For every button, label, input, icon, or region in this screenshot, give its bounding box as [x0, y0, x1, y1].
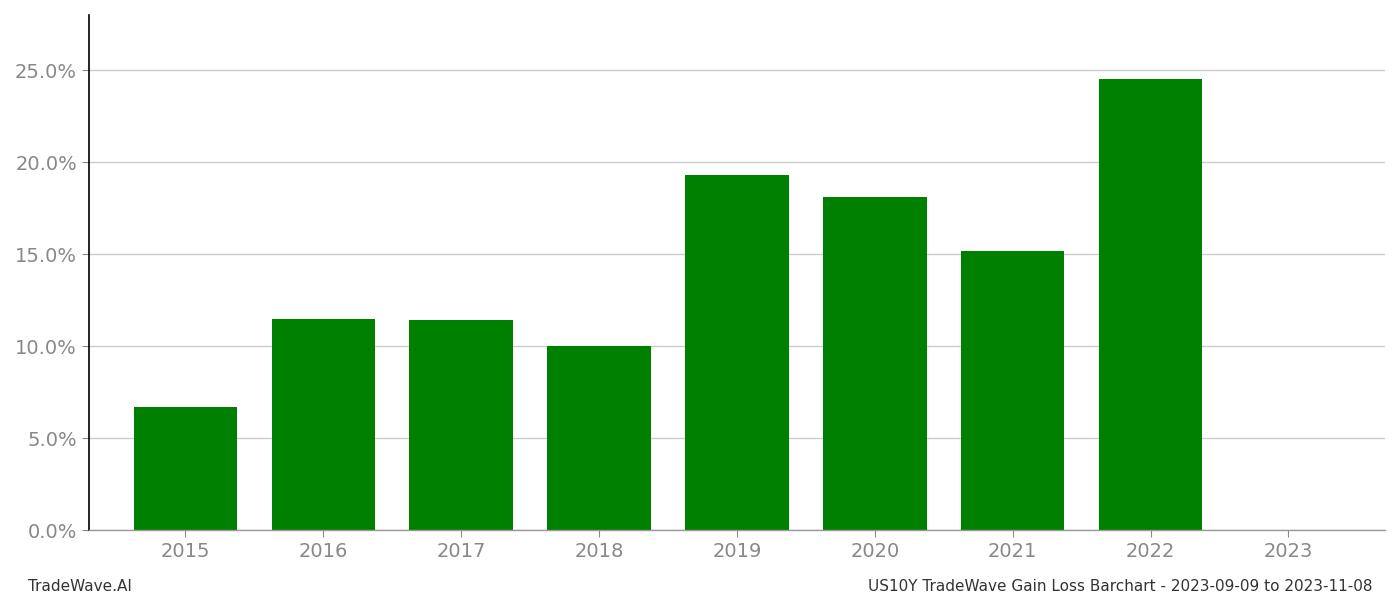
- Text: US10Y TradeWave Gain Loss Barchart - 2023-09-09 to 2023-11-08: US10Y TradeWave Gain Loss Barchart - 202…: [868, 579, 1372, 594]
- Bar: [823, 197, 927, 530]
- Bar: [960, 251, 1064, 530]
- Bar: [1099, 79, 1203, 530]
- Bar: [685, 175, 788, 530]
- Text: TradeWave.AI: TradeWave.AI: [28, 579, 132, 594]
- Bar: [409, 320, 512, 530]
- Bar: [547, 346, 651, 530]
- Bar: [272, 319, 375, 530]
- Bar: [133, 407, 237, 530]
